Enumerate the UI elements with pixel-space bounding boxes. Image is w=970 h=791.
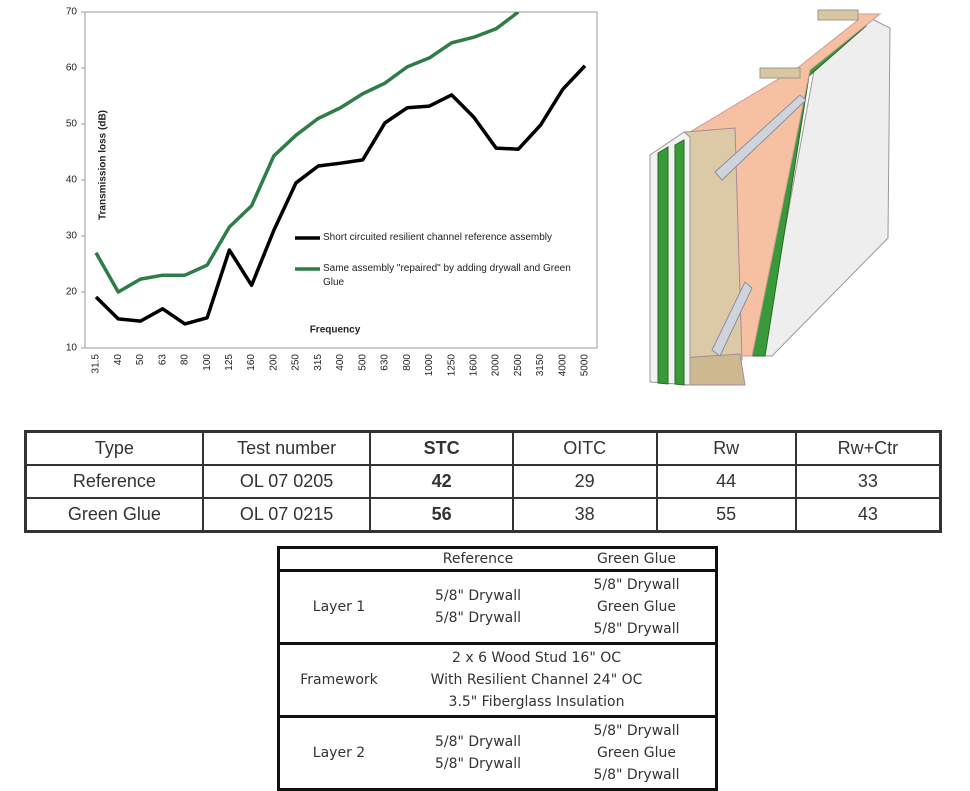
column-header: Rw — [655, 430, 797, 466]
x-tick-label: 1250 — [446, 354, 457, 377]
list-item: 3.5" Fiberglass Insulation — [448, 694, 625, 710]
list-cell: 2 x 6 Wood Stud 16" OC With Resilient Cha… — [398, 644, 717, 717]
x-tick-label: 400 — [335, 354, 346, 371]
table-cell: Reference — [24, 464, 204, 499]
list-item: 5/8" Drywall — [434, 610, 522, 626]
table-row: Reference OL 07 0205 42 29 44 33 — [24, 464, 942, 499]
legend-entry: Same assembly "repaired" by adding drywa… — [323, 263, 571, 288]
table-cell: OL 07 0215 — [201, 497, 372, 533]
table-row: Green Glue OL 07 0215 56 38 55 43 — [24, 497, 942, 533]
series-line — [94, 12, 520, 294]
list-cell: 5/8" Drywall Green Glue 5/8" Drywall — [558, 717, 717, 790]
list-item: 5/8" Drywall — [593, 621, 680, 637]
row-label: Layer 1 — [312, 599, 366, 615]
header-row: Type Test number STC OITC Rw Rw+Ctr — [24, 430, 942, 466]
table-cell: 55 — [655, 497, 797, 533]
plot-area — [84, 11, 598, 349]
table-cell: 29 — [511, 464, 658, 499]
list-item: 5/8" Drywall — [434, 588, 522, 604]
y-tick-label: 60 — [66, 63, 78, 74]
x-tick-label: 3150 — [535, 354, 546, 377]
section-row: Layer 2 5/8" Drywall 5/8" Drywall 5/8" Dryw… — [278, 716, 717, 790]
list-item: 5/8" Drywall — [434, 756, 522, 772]
table-cell: 33 — [794, 464, 942, 499]
x-tick-label: 5000 — [580, 354, 591, 377]
x-tick-label: 160 — [246, 354, 257, 371]
column-header: Rw+Ctr — [794, 430, 942, 466]
x-tick-label: 31.5 — [91, 354, 102, 374]
table-cell: Green Glue — [24, 497, 204, 533]
wall-illustration — [649, 9, 891, 386]
x-tick-label: 4000 — [557, 354, 568, 377]
list-cell: 5/8" Drywall 5/8" Drywall — [398, 571, 558, 644]
x-tick-label: 50 — [135, 354, 146, 366]
list-item: 5/8" Drywall — [434, 734, 522, 750]
section-row: Framework 2 x 6 Wood Stud 16" OC With Resi… — [278, 643, 717, 717]
header-row: Reference Green Glue — [279, 548, 717, 571]
x-axis-label: Frequency — [310, 325, 361, 336]
x-tick-label: 125 — [224, 354, 235, 371]
x-tick-label: 250 — [291, 354, 302, 371]
y-tick-label: 30 — [66, 231, 78, 242]
table-cell: 44 — [655, 464, 797, 499]
list-cell: 5/8" Drywall 5/8" Drywall — [398, 717, 558, 790]
x-tick-label: 1600 — [469, 354, 480, 377]
section-row: Layer 1 5/8" Drywall 5/8" Drywall 5/8" Dryw… — [278, 570, 717, 644]
blank-header — [279, 548, 399, 571]
list-item: Green Glue — [596, 745, 677, 761]
y-tick-label: 10 — [66, 343, 78, 354]
row-label: Framework — [300, 672, 378, 688]
row-label: Layer 2 — [312, 745, 366, 761]
x-tick-label: 1000 — [424, 354, 435, 377]
table-cell: 56 — [369, 497, 514, 533]
list-item: 5/8" Drywall — [593, 723, 680, 739]
x-tick-label: 500 — [357, 354, 368, 371]
legend-label: Same assembly "repaired" by adding drywa… — [323, 263, 571, 288]
y-tick-label: 40 — [66, 175, 78, 186]
assembly-table: Reference Green Glue Layer 1 5/8" Drywall 5/… — [277, 546, 718, 791]
column-header: Green Glue — [596, 551, 677, 567]
series-line — [94, 64, 587, 326]
column-header: Test number — [201, 430, 372, 466]
legend-label: Short circuited resilient channel refere… — [323, 232, 552, 243]
list-item: With Resilient Channel 24" OC — [430, 672, 643, 688]
table-cell: 42 — [369, 464, 514, 499]
table-cell: OL 07 0205 — [201, 464, 372, 499]
x-tick-label: 80 — [180, 354, 191, 366]
y-axis-label: Transmission loss (dB) — [98, 110, 109, 220]
x-tick-label: 2500 — [513, 354, 524, 377]
x-tick-label: 100 — [202, 354, 213, 371]
spec-table: Type Test number STC OITC Rw Rw+Ctr Reference O… — [24, 430, 942, 533]
list-cell: 5/8" Drywall Green Glue 5/8" Drywall — [558, 571, 717, 644]
y-tick-label: 50 — [66, 119, 78, 130]
chart: Transmission loss (dB) Frequency 10 20 30 4… — [66, 7, 891, 386]
x-tick-label: 315 — [313, 354, 324, 371]
list-item: 2 x 6 Wood Stud 16" OC — [451, 650, 622, 666]
x-tick-label: 2000 — [491, 354, 502, 377]
y-tick-label: 20 — [66, 287, 78, 298]
x-tick-label: 800 — [402, 354, 413, 371]
x-tick-label: 630 — [380, 354, 391, 371]
legend-entry: Short circuited resilient channel refere… — [323, 232, 552, 243]
x-tick-label: 63 — [157, 354, 168, 366]
list-item: 5/8" Drywall — [593, 767, 680, 783]
y-tick-label: 70 — [66, 7, 78, 18]
table-cell: 38 — [511, 497, 658, 533]
column-header: STC — [369, 430, 514, 466]
column-header: Type — [24, 430, 204, 466]
list-item: Green Glue — [596, 599, 677, 615]
column-header: OITC — [511, 430, 658, 466]
column-header: Reference — [442, 551, 514, 567]
x-tick-label: 40 — [113, 354, 124, 366]
x-tick-label: 200 — [268, 354, 279, 371]
table-cell: 43 — [794, 497, 942, 533]
list-item: 5/8" Drywall — [593, 577, 680, 593]
